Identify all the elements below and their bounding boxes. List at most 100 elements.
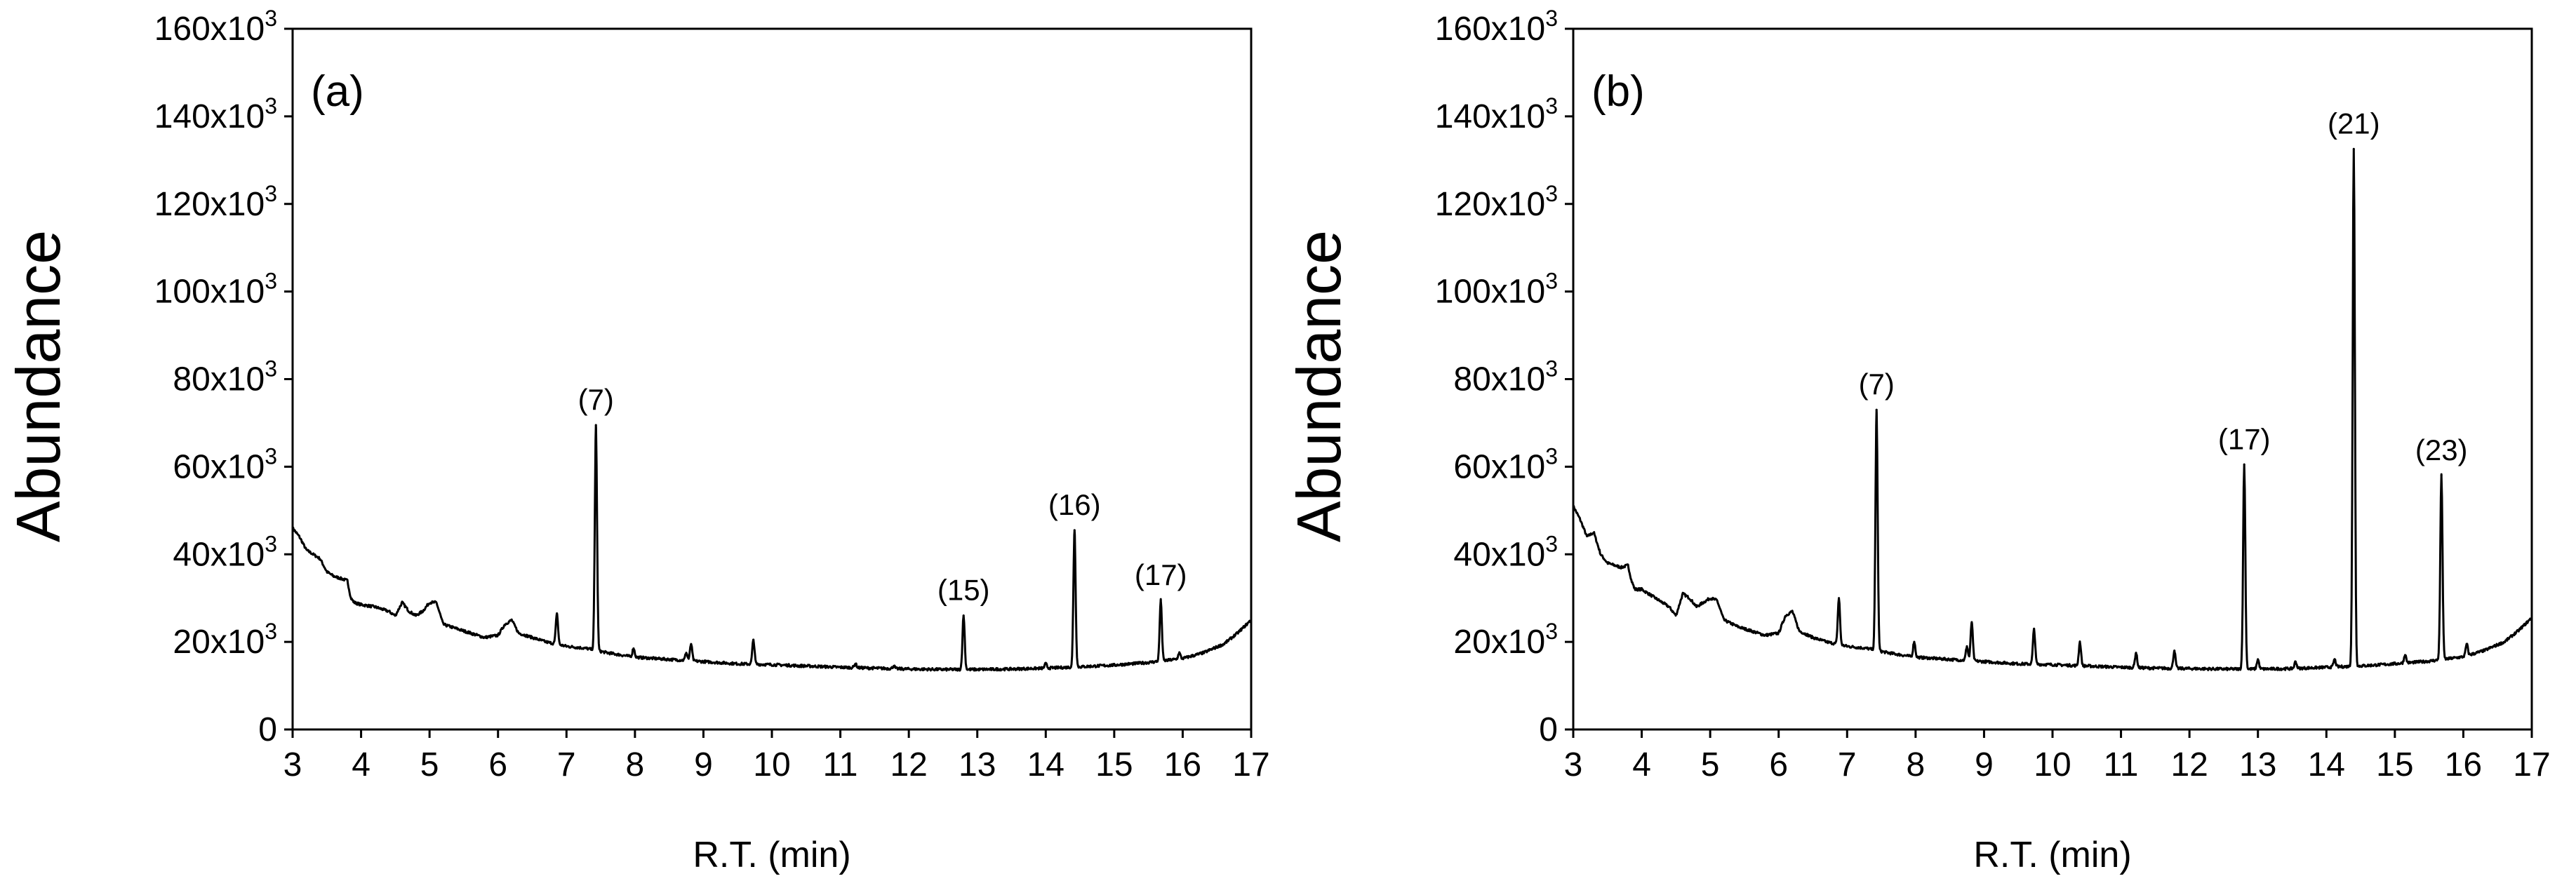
y-tick-label-base: 80x10 — [173, 361, 265, 398]
y-tick-label: 120x103 — [154, 181, 277, 223]
y-tick-label-base: 100x10 — [154, 274, 265, 311]
peak-point — [2465, 643, 2468, 645]
y-tick-label-exponent: 3 — [265, 443, 277, 469]
panel-label: (b) — [1591, 67, 1645, 116]
y-tick-label-base: 40x10 — [1453, 536, 1545, 573]
y-tick-label-exponent: 3 — [1545, 269, 1558, 294]
y-tick-label: 160x103 — [154, 6, 277, 48]
peak-point — [854, 662, 857, 665]
chart-panel-a: 020x10340x10360x10380x103100x103120x1031… — [4, 6, 1270, 875]
x-tick-label: 5 — [1701, 746, 1720, 783]
plot-frame — [291, 27, 1253, 731]
x-tick-label: 11 — [823, 746, 858, 783]
x-tick-label: 15 — [1095, 746, 1133, 783]
peak-point — [2294, 660, 2297, 663]
peak-point — [1073, 529, 1076, 532]
y-tick-label-base: 20x10 — [1453, 624, 1545, 661]
y-tick-label: 40x103 — [1453, 531, 1558, 573]
y-tick-label-exponent: 3 — [1545, 6, 1558, 31]
peak-annotation: (7) — [1859, 368, 1895, 401]
y-tick-label-exponent: 3 — [265, 181, 277, 206]
y-tick-label-exponent: 3 — [265, 93, 277, 119]
peak-point — [2078, 640, 2081, 643]
peak-annotation: (15) — [937, 574, 990, 607]
peak-point — [2033, 627, 2036, 630]
y-tick-label: 0 — [1539, 711, 1558, 748]
peak-point — [1875, 408, 1878, 411]
panel-label: (a) — [311, 67, 364, 116]
peak-point — [2333, 658, 2336, 661]
x-tick-label: 13 — [2239, 746, 2276, 783]
peak-point — [2440, 474, 2443, 477]
peak-point — [1913, 640, 1916, 643]
y-tick-label-exponent: 3 — [1545, 93, 1558, 119]
x-axis-title: R.T. (min) — [693, 835, 850, 875]
peak-annotation: (17) — [1135, 558, 1187, 591]
y-tick-label-base: 160x10 — [1435, 11, 1545, 48]
x-tick-label: 6 — [488, 746, 507, 783]
y-tick-label: 140x103 — [154, 93, 277, 135]
y-tick-label-base: 80x10 — [1453, 361, 1545, 398]
y-tick-label: 40x103 — [173, 531, 277, 573]
y-tick-label-base: 140x10 — [154, 98, 265, 135]
peak-annotation: (21) — [2328, 107, 2380, 140]
x-tick-label: 3 — [283, 746, 302, 783]
peak-point — [690, 643, 693, 645]
y-tick-label-exponent: 3 — [265, 531, 277, 556]
peak-point — [752, 638, 755, 641]
x-tick-label: 4 — [352, 746, 371, 783]
x-tick-label: 12 — [2170, 746, 2208, 783]
y-tick-label-exponent: 3 — [265, 269, 277, 294]
x-tick-label: 16 — [1164, 746, 1201, 783]
x-tick-label: 6 — [1769, 746, 1788, 783]
chromatogram-series-line — [291, 424, 1252, 672]
y-tick-label-exponent: 3 — [265, 619, 277, 644]
peak-point — [1178, 652, 1181, 654]
y-tick-label-base: 60x10 — [173, 448, 265, 485]
y-tick-label: 100x103 — [154, 269, 277, 311]
peak-point — [594, 424, 597, 426]
x-tick-label: 5 — [420, 746, 439, 783]
peak-point — [556, 612, 559, 615]
peak-annotation: (23) — [2415, 433, 2468, 466]
x-tick-label: 12 — [890, 746, 927, 783]
y-tick-label-exponent: 3 — [1545, 443, 1558, 469]
y-tick-label: 60x103 — [173, 443, 277, 485]
peak-point — [2173, 650, 2176, 652]
y-tick-label: 20x103 — [173, 619, 277, 661]
x-tick-label: 15 — [2376, 746, 2413, 783]
x-tick-label: 10 — [753, 746, 790, 783]
y-tick-label: 160x103 — [1435, 6, 1558, 48]
plot-frame — [1572, 27, 2533, 731]
y-tick-label: 20x103 — [1453, 619, 1558, 661]
peak-point — [2243, 463, 2245, 466]
x-tick-label: 9 — [1975, 746, 1994, 783]
peak-point — [2352, 148, 2355, 151]
x-tick-label: 9 — [694, 746, 713, 783]
y-tick-label: 0 — [258, 711, 277, 748]
y-tick-label-exponent: 3 — [1545, 181, 1558, 206]
x-tick-label: 8 — [626, 746, 645, 783]
x-tick-label: 7 — [1838, 746, 1857, 783]
x-tick-label: 17 — [1232, 746, 1269, 783]
x-tick-label: 13 — [959, 746, 996, 783]
x-tick-label: 4 — [1632, 746, 1651, 783]
y-tick-label: 140x103 — [1435, 93, 1558, 135]
y-tick-label-base: 100x10 — [1435, 274, 1545, 311]
y-axis-title: Abundance — [1284, 230, 1354, 542]
y-tick-label: 120x103 — [1435, 181, 1558, 223]
x-tick-label: 8 — [1907, 746, 1926, 783]
peak-point — [1044, 662, 1047, 665]
chart-panel-b: 020x10340x10360x10380x103100x103120x1031… — [1284, 6, 2551, 875]
peak-annotation: (7) — [578, 383, 614, 416]
y-tick-label: 80x103 — [173, 356, 277, 398]
x-tick-label: 17 — [2513, 746, 2550, 783]
x-tick-label: 14 — [1027, 746, 1065, 783]
y-tick-label: 60x103 — [1453, 443, 1558, 485]
y-tick-label-base: 0 — [258, 711, 277, 748]
peak-point — [2257, 658, 2260, 661]
peak-annotation: (17) — [2218, 422, 2271, 455]
y-tick-label-exponent: 3 — [1545, 619, 1558, 644]
x-tick-label: 16 — [2445, 746, 2482, 783]
y-axis-title: Abundance — [4, 230, 73, 542]
